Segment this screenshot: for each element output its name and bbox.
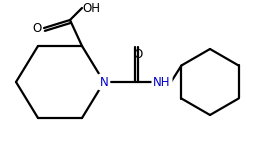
Text: O: O — [32, 21, 42, 35]
Text: OH: OH — [82, 2, 100, 14]
Text: NH: NH — [153, 76, 171, 88]
Text: O: O — [133, 48, 143, 62]
Text: N: N — [100, 76, 108, 88]
